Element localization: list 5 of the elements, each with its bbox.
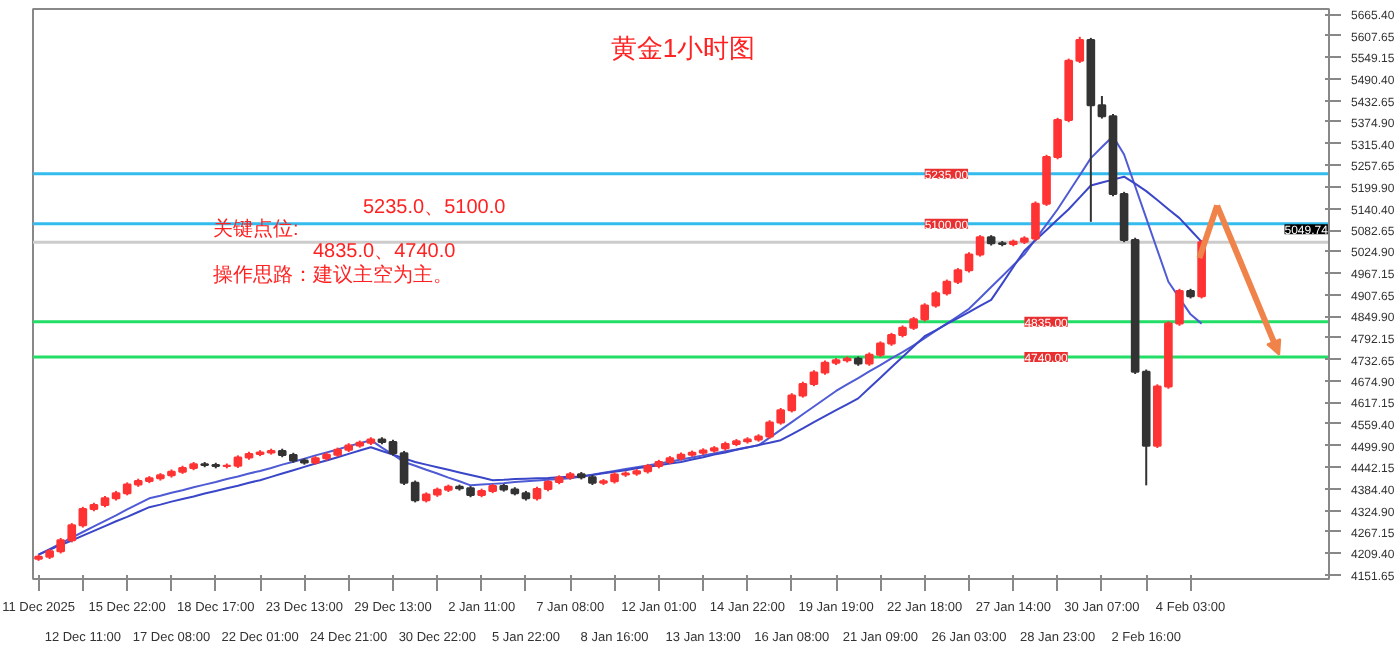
annotation: 关键点位:: [213, 217, 299, 241]
annotation: 5235.0、5100.0: [363, 197, 507, 219]
annotation: 操作思路：建议主空为主。: [213, 263, 453, 287]
text: 黄金1小时图: [610, 33, 756, 63]
annotation: 4835.0、4740.0: [313, 241, 457, 263]
